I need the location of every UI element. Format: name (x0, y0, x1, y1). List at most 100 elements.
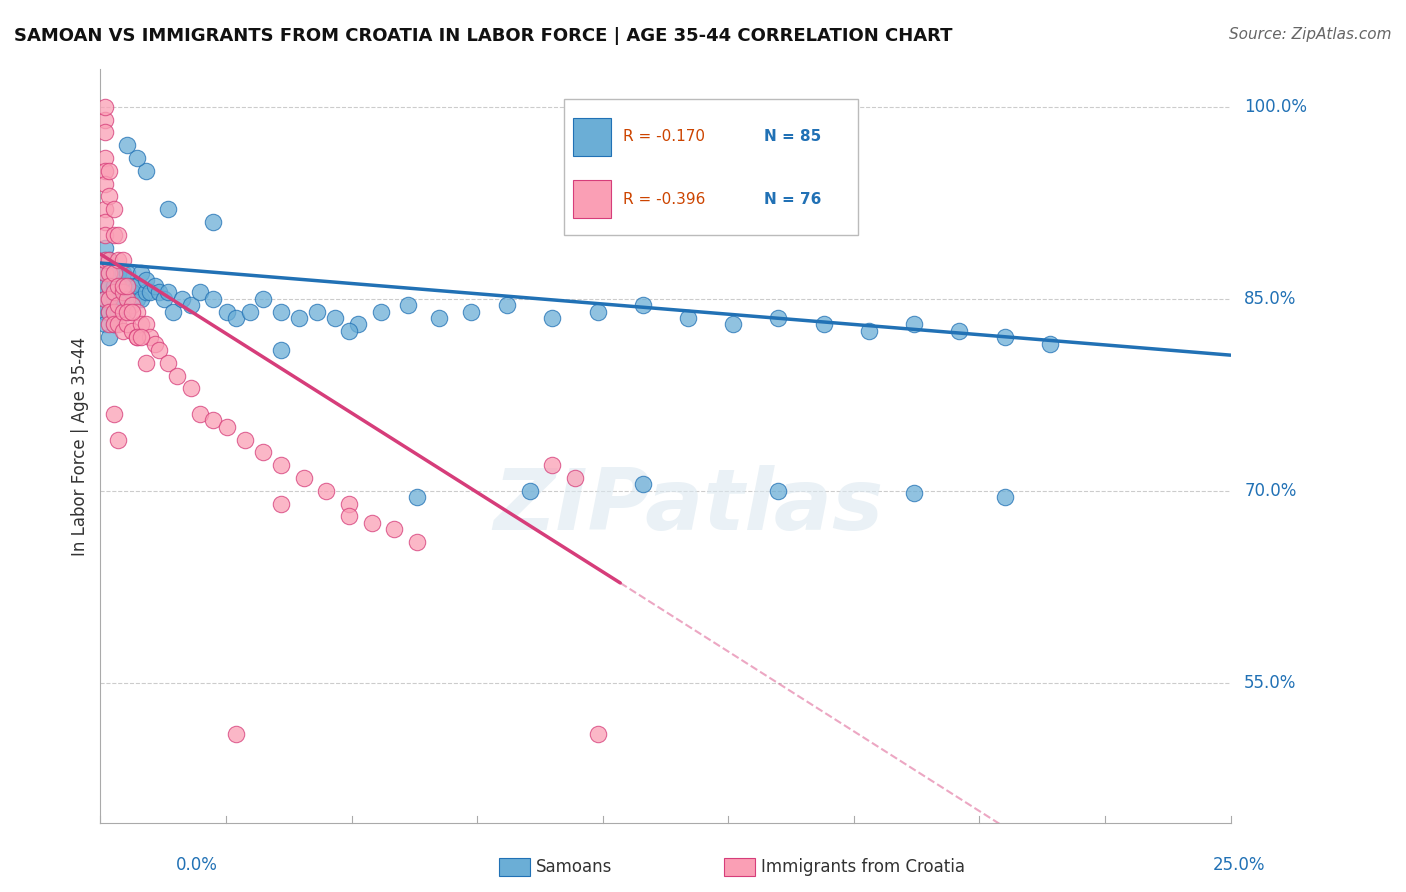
Point (98, 318, 121, 332)
Point (215, 419, 238, 434)
Point (129, 292, 152, 306)
Point (98, 330, 121, 344)
Point (94, 177, 117, 191)
Point (103, 227, 125, 242)
Point (139, 330, 162, 344)
Point (107, 292, 129, 306)
Point (166, 368, 188, 383)
Point (121, 324, 143, 338)
Point (117, 279, 139, 293)
Point (94, 266, 117, 280)
Point (382, 522, 405, 536)
Point (337, 497, 360, 511)
Point (94, 126, 117, 140)
Point (98, 253, 121, 268)
Point (180, 381, 202, 395)
Point (135, 356, 157, 370)
Point (107, 318, 129, 332)
Point (94, 253, 117, 268)
Point (202, 413, 225, 427)
Point (125, 330, 148, 344)
Text: 0.0%: 0.0% (176, 856, 218, 874)
Point (125, 304, 148, 318)
Point (125, 330, 148, 344)
Point (98, 279, 121, 293)
Point (858, 324, 880, 338)
Point (360, 516, 382, 530)
Point (98, 164, 121, 178)
Text: Source: ZipAtlas.com: Source: ZipAtlas.com (1229, 27, 1392, 42)
Text: 25.0%: 25.0% (1213, 856, 1265, 874)
Point (768, 311, 790, 326)
Point (103, 285, 125, 300)
Text: ZIPatlas: ZIPatlas (494, 465, 883, 548)
Point (225, 727, 247, 741)
Point (111, 292, 134, 306)
Text: Samoans: Samoans (536, 858, 612, 876)
Point (676, 311, 699, 326)
Text: 85.0%: 85.0% (1244, 290, 1296, 308)
Point (107, 279, 129, 293)
Point (94, 279, 117, 293)
Point (94, 304, 117, 318)
Point (107, 266, 129, 280)
Point (98, 292, 121, 306)
Point (111, 324, 134, 338)
Point (117, 304, 139, 318)
Point (252, 445, 274, 459)
Point (117, 266, 139, 280)
Point (98, 304, 121, 318)
Point (129, 330, 152, 344)
Point (117, 292, 139, 306)
Point (94, 227, 117, 242)
Point (98, 292, 121, 306)
Point (103, 202, 125, 217)
Point (188, 285, 211, 300)
Point (111, 285, 134, 300)
Point (98, 279, 121, 293)
Point (135, 164, 157, 178)
Point (519, 483, 541, 498)
Point (903, 486, 925, 500)
Point (337, 324, 360, 338)
Point (723, 318, 745, 332)
Point (631, 298, 654, 312)
Point (94, 318, 117, 332)
Point (347, 318, 370, 332)
Y-axis label: In Labor Force | Age 35-44: In Labor Force | Age 35-44 (72, 336, 89, 556)
Point (107, 279, 129, 293)
Point (125, 292, 148, 306)
Point (292, 471, 315, 485)
Point (117, 304, 139, 318)
Point (139, 285, 162, 300)
Point (94, 164, 117, 178)
Text: 70.0%: 70.0% (1244, 482, 1296, 500)
Point (143, 336, 166, 351)
Point (157, 285, 180, 300)
Point (252, 292, 274, 306)
Point (564, 471, 586, 485)
Text: SAMOAN VS IMMIGRANTS FROM CROATIA IN LABOR FORCE | AGE 35-44 CORRELATION CHART: SAMOAN VS IMMIGRANTS FROM CROATIA IN LAB… (14, 27, 952, 45)
Point (103, 279, 125, 293)
Point (94, 292, 117, 306)
Point (270, 458, 292, 473)
Point (98, 304, 121, 318)
Point (148, 343, 170, 357)
Point (98, 253, 121, 268)
Point (94, 202, 117, 217)
Point (541, 458, 564, 473)
Point (238, 304, 260, 318)
Point (107, 253, 129, 268)
Point (94, 266, 117, 280)
Point (103, 407, 125, 421)
Point (107, 298, 129, 312)
Point (180, 298, 202, 312)
Point (993, 330, 1015, 344)
Point (129, 318, 152, 332)
Point (121, 304, 143, 318)
Point (103, 318, 125, 332)
Point (103, 266, 125, 280)
Point (94, 292, 117, 306)
Point (117, 138, 139, 153)
Point (157, 356, 180, 370)
